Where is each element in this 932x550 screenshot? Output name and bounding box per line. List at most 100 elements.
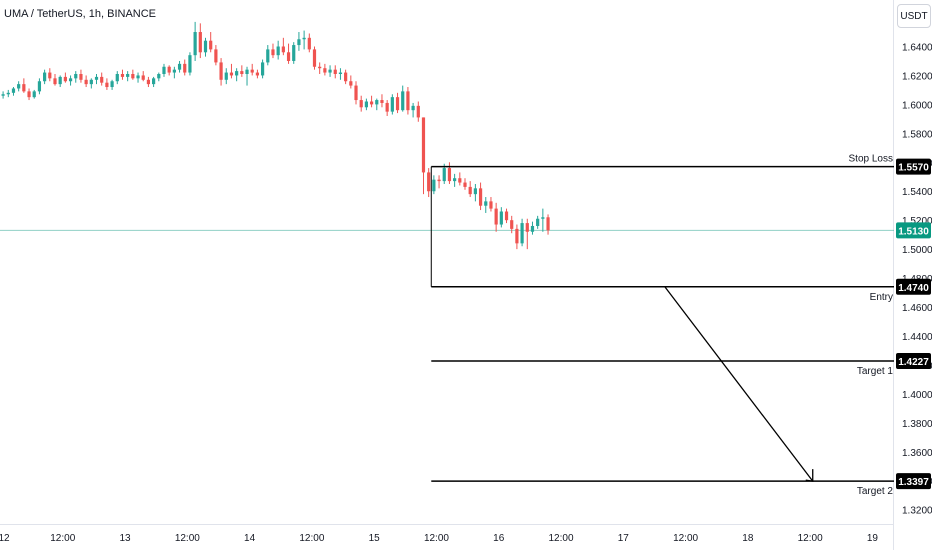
- candle-body: [240, 71, 244, 75]
- candle: [349, 75, 353, 89]
- candle-body: [17, 84, 21, 89]
- candle-body: [390, 97, 394, 112]
- candle: [120, 69, 125, 80]
- candle: [504, 208, 509, 224]
- axis-lines: [0, 0, 894, 550]
- candle: [473, 184, 477, 202]
- y-tick-label: 1.3600: [902, 448, 932, 459]
- candle: [484, 197, 488, 213]
- y-tick-label: 1.5400: [902, 187, 932, 198]
- target-1-label: Target 1: [857, 366, 894, 377]
- x-tick-label: 13: [119, 533, 131, 544]
- y-tick-label: 1.6200: [902, 71, 932, 82]
- candle-body: [369, 101, 374, 105]
- candle: [318, 62, 322, 75]
- candle: [354, 81, 358, 105]
- candle: [266, 45, 270, 66]
- candle: [292, 42, 296, 64]
- candle-body: [499, 211, 503, 225]
- candle-body: [152, 78, 156, 85]
- candle-body: [504, 211, 509, 221]
- candle: [84, 75, 88, 88]
- candle-body: [37, 81, 42, 92]
- projection-arrow-line: [664, 286, 814, 482]
- candle: [146, 76, 151, 88]
- candle: [494, 202, 498, 232]
- candle: [536, 215, 540, 229]
- candle: [1, 91, 5, 99]
- candle-body: [188, 55, 192, 73]
- candle-body: [131, 74, 135, 79]
- candle-body: [224, 72, 228, 80]
- candle-body: [219, 62, 223, 80]
- candle-body: [541, 217, 545, 219]
- candle-body: [6, 92, 10, 95]
- y-tick-label: 1.5000: [902, 245, 932, 256]
- candles: [1, 21, 550, 250]
- candle: [188, 52, 192, 76]
- candle-body: [286, 52, 291, 61]
- candle: [157, 72, 161, 82]
- candle: [27, 88, 31, 101]
- x-tick-label: 12:00: [424, 533, 449, 544]
- candle: [297, 32, 301, 51]
- x-tick-label: 12:00: [673, 533, 698, 544]
- candle-body: [250, 69, 254, 73]
- last-price-text: 1.5130: [898, 226, 929, 237]
- candle-body: [53, 78, 57, 85]
- candle-body: [411, 105, 415, 111]
- candle-body: [349, 81, 353, 86]
- candle-body: [105, 82, 109, 88]
- candle-body: [79, 74, 83, 80]
- stop-loss-price-text: 1.5570: [898, 163, 929, 174]
- candle: [152, 76, 156, 88]
- candle: [520, 218, 524, 247]
- candle-body: [126, 74, 130, 77]
- x-tick-label: 19: [867, 533, 879, 544]
- candle-body: [63, 76, 67, 82]
- projection-arrow-head: [805, 469, 814, 482]
- candle: [302, 30, 306, 50]
- candle: [453, 173, 457, 187]
- y-tick-label: 1.5800: [902, 129, 932, 140]
- candle: [214, 45, 218, 66]
- candle: [401, 85, 405, 112]
- candle: [260, 59, 265, 79]
- candle-body: [338, 72, 343, 75]
- candle-body: [395, 97, 400, 111]
- x-tick-label: 12:00: [549, 533, 574, 544]
- candle: [525, 218, 529, 250]
- candle: [489, 197, 493, 212]
- candle: [411, 102, 415, 118]
- candle-body: [458, 178, 462, 183]
- projection-arrow[interactable]: [664, 286, 814, 482]
- candle-body: [546, 217, 550, 231]
- candle-body: [271, 49, 275, 56]
- trade-levels[interactable]: Stop Loss Entry Target 1 Target 2: [430, 154, 894, 498]
- candle-body: [183, 63, 187, 73]
- candle-body: [1, 94, 5, 96]
- candle-body: [32, 91, 36, 98]
- candle-body: [323, 68, 327, 73]
- candle: [37, 78, 42, 95]
- candle: [307, 33, 311, 53]
- entry-label: Entry: [870, 292, 893, 303]
- target-1-price-text: 1.4227: [898, 357, 929, 368]
- candle: [183, 59, 187, 76]
- candle-body: [437, 179, 441, 182]
- candle: [167, 65, 171, 76]
- x-axis-ticks: 12 12:00 13 12:00 14 12:00 15 12:00 16 12:00 17 12:…: [0, 533, 878, 544]
- candle: [499, 207, 503, 228]
- candle-body: [136, 75, 140, 79]
- price-unit-button[interactable]: USDT: [897, 4, 931, 28]
- candle-body: [157, 74, 161, 79]
- candle: [463, 178, 467, 190]
- candle: [203, 37, 208, 57]
- target-2-price-badge: [896, 473, 931, 490]
- candle-body: [515, 228, 519, 244]
- candle-body: [520, 223, 524, 244]
- target-2-label: Target 2: [857, 486, 894, 497]
- candle-body: [312, 49, 317, 67]
- candle: [458, 172, 462, 186]
